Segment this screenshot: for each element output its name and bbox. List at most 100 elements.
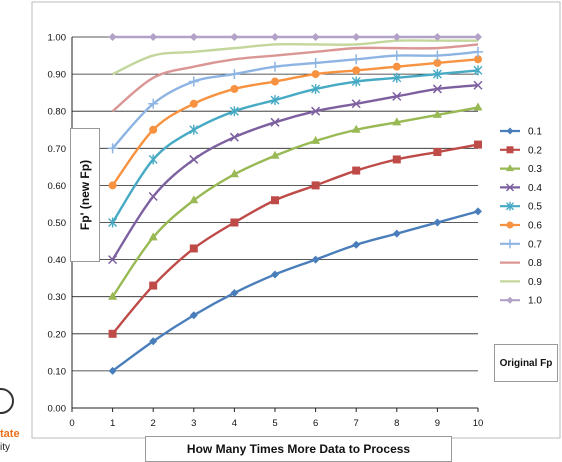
- x-tick-label: 5: [272, 418, 277, 429]
- series-0.1: [108, 207, 482, 375]
- legend-label: 0.6: [528, 221, 542, 232]
- x-tick-label: 6: [313, 418, 318, 429]
- data-point: [149, 337, 158, 346]
- data-point: [473, 46, 483, 57]
- series-line: [111, 50, 479, 150]
- data-point: [433, 33, 442, 41]
- data-point: [108, 366, 117, 375]
- y-tick-label: 0.80: [48, 107, 67, 118]
- data-point: [392, 62, 401, 71]
- series-0.7: [107, 46, 483, 154]
- data-point: [506, 296, 514, 304]
- y-axis-label: Fp' (new Fp): [78, 159, 93, 231]
- data-point: [351, 76, 361, 87]
- legend-label: 0.7: [528, 239, 542, 250]
- data-point: [432, 84, 442, 94]
- data-point: [108, 255, 118, 265]
- series-line: [111, 106, 479, 298]
- series-0.9: [112, 39, 478, 76]
- legend-label: 0.8: [528, 258, 542, 269]
- data-point: [505, 183, 515, 192]
- data-point: [271, 77, 279, 86]
- data-point: [229, 132, 239, 142]
- data-point: [506, 201, 514, 211]
- y-tick-label: 1.00: [48, 33, 67, 44]
- series-0.8: [111, 43, 479, 113]
- series-0.6: [108, 55, 482, 190]
- data-point: [474, 33, 482, 41]
- data-point: [392, 72, 402, 83]
- data-point: [148, 232, 158, 241]
- series-0.4: [108, 80, 483, 265]
- y-tick-label: 0.30: [48, 292, 67, 303]
- legend-item: 1.0: [500, 296, 542, 307]
- x-tick-label: 2: [151, 418, 156, 429]
- data-point: [311, 255, 320, 264]
- legend-item: 0.1: [500, 127, 542, 138]
- series-line: [111, 210, 479, 372]
- data-point: [392, 229, 401, 238]
- logo-text-line1: tate: [0, 428, 20, 440]
- data-point: [229, 106, 239, 117]
- data-point: [392, 155, 401, 164]
- y-tick-label: 0.90: [48, 70, 67, 81]
- legend-item: 0.5: [500, 201, 542, 213]
- data-point: [149, 125, 158, 134]
- data-point: [108, 291, 118, 300]
- legend-label: 0.2: [528, 145, 542, 156]
- university-logo-fragment: tate ity: [0, 380, 30, 459]
- data-point: [433, 58, 442, 67]
- data-point: [506, 146, 514, 154]
- data-point: [352, 66, 361, 75]
- data-point: [149, 33, 158, 41]
- data-point: [352, 240, 361, 249]
- axes: 0.00 0.10 0.20 0.30 0.40 0.50 0.60 0.70 0.80 0.90…: [48, 33, 484, 430]
- data-point: [352, 33, 361, 41]
- legend-label: 0.4: [528, 183, 542, 194]
- x-tick-label: 8: [394, 418, 399, 429]
- y-tick-label: 0.60: [48, 181, 67, 192]
- data-point: [351, 99, 361, 109]
- data-point: [189, 33, 198, 41]
- data-point: [270, 95, 280, 106]
- x-tick-label: 0: [69, 418, 74, 429]
- data-point: [392, 33, 401, 41]
- logo-text-line2: ity: [0, 442, 10, 453]
- data-point: [189, 124, 199, 135]
- legend-item: 0.9: [500, 277, 542, 288]
- data-point: [433, 148, 442, 157]
- series-line: [111, 143, 479, 335]
- data-point: [506, 164, 514, 172]
- data-point: [229, 69, 240, 80]
- series-lines: [107, 33, 483, 375]
- legend-title: Original Fp: [494, 344, 558, 382]
- data-point: [107, 143, 118, 154]
- legend-label: 0.9: [528, 277, 542, 288]
- data-point: [311, 33, 320, 41]
- legend: 0.1 0.2 0.3 0.4 0.5 0.6 0.7 0.8 0.9 1.0: [500, 127, 542, 307]
- series-0.5: [108, 65, 483, 228]
- data-point: [506, 127, 514, 135]
- x-tick-label: 3: [191, 418, 196, 429]
- data-point: [474, 207, 482, 216]
- y-axis-label-box: Fp' (new Fp): [70, 128, 100, 262]
- data-point: [271, 33, 279, 41]
- data-point: [473, 65, 483, 76]
- series-line: [111, 69, 479, 224]
- data-point: [188, 76, 199, 87]
- legend-item: 0.8: [500, 258, 542, 269]
- data-point: [230, 288, 239, 297]
- y-tick-label: 0.70: [48, 144, 67, 155]
- data-point: [310, 57, 321, 68]
- data-point: [148, 154, 158, 165]
- data-point: [311, 83, 321, 94]
- y-tick-label: 0.20: [48, 329, 67, 340]
- data-point: [311, 135, 321, 144]
- x-axis-label: How Many Times More Data to Process: [145, 436, 452, 462]
- series-1.0: [108, 33, 482, 41]
- data-point: [432, 109, 442, 118]
- data-point: [230, 218, 239, 227]
- legend-item: 0.7: [500, 239, 542, 250]
- data-point: [474, 140, 482, 149]
- data-point: [311, 181, 320, 190]
